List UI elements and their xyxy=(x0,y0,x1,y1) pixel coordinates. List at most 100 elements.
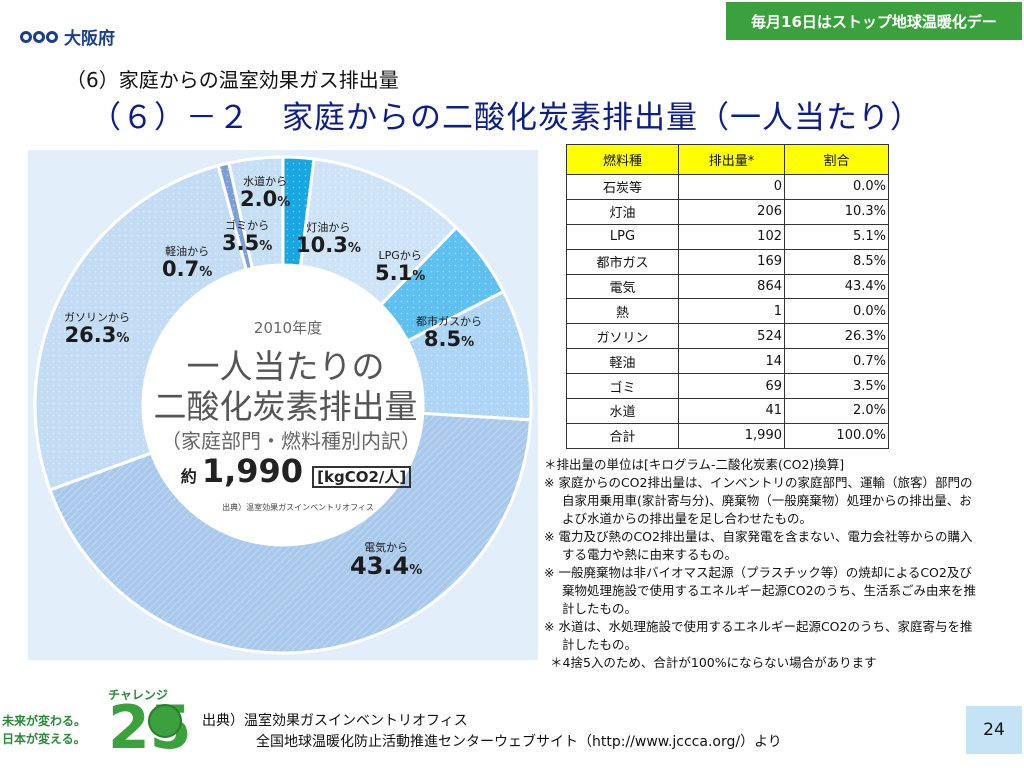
fuel-cell: ガソリン xyxy=(566,323,679,350)
table-row: 熱 1 0.0% xyxy=(566,298,889,325)
fuel-cell: 水道 xyxy=(566,398,679,424)
emission-cell: 102 xyxy=(678,223,785,250)
slice-name: 軽油から xyxy=(165,245,210,258)
total-prefix: 約 xyxy=(180,467,197,486)
donut-chart: 水道から 2.0% 灯油から 10.3% LPGから 5.1% 都市ガスから 8… xyxy=(28,150,538,660)
slice-pct: % xyxy=(409,562,423,578)
fuel-cell: 灯油 xyxy=(566,198,679,225)
emission-cell: 0 xyxy=(678,174,785,200)
slice-value: 26.3 xyxy=(64,322,117,347)
table-row: 石炭等 0 0.0% xyxy=(566,174,889,200)
share-cell: 10.3% xyxy=(784,198,889,225)
slice-name: ゴミから xyxy=(225,219,270,232)
table-row: ゴミ 69 3.5% xyxy=(566,373,889,400)
slice-label-electricity: 電気から 43.4% xyxy=(350,542,422,579)
slice-name: 水道から xyxy=(243,175,288,188)
notes: ＊排出量の単位は[キログラム-二酸化炭素(CO2)換算] ※ 家庭からのCO2排… xyxy=(544,456,984,672)
slice-value: 0.7 xyxy=(162,256,200,281)
slice-value: 3.5 xyxy=(222,230,260,255)
chart-year: 2010年度 xyxy=(253,319,323,337)
page-title: （６）－２ 家庭からの二酸化炭素排出量（一人当たり） xyxy=(90,100,922,136)
emission-table: 燃料種 排出量* 割合 石炭等 0 0.0% 灯油 206 10.3% LPG 102 5.1%… xyxy=(566,144,889,449)
table-row: 合計 1,990 100.0% xyxy=(566,422,889,449)
emission-cell: 14 xyxy=(678,348,785,375)
challenge25-logo: チャレンジ 未来が変わる。 日本が変える。 25 xyxy=(0,684,192,768)
slice-value: 5.1 xyxy=(375,260,413,285)
chart-title-line1: 一人当たりの xyxy=(186,347,385,386)
table-row: 軽油 14 0.7% xyxy=(566,348,889,375)
header-emission: 排出量* xyxy=(678,144,785,175)
share-cell: 3.5% xyxy=(784,373,889,400)
share-cell: 43.4% xyxy=(784,273,889,300)
note-waste: ※ 一般廃棄物は非バイオマス起源（プラスチック等）の焼却によるCO2及び棄物処理… xyxy=(544,565,977,616)
emission-cell: 206 xyxy=(678,198,785,225)
donut-hole xyxy=(144,266,422,544)
chart-subtitle: （家庭部門・燃料種別内訳） xyxy=(161,429,421,453)
table-row: LPG 102 5.1% xyxy=(566,223,889,250)
slice-value: 2.0 xyxy=(240,186,278,211)
share-cell: 5.1% xyxy=(784,223,889,250)
table-row: 電気 864 43.4% xyxy=(566,273,889,300)
fuel-cell: 電気 xyxy=(566,273,679,300)
slice-value: 8.5 xyxy=(423,326,462,351)
share-cell: 26.3% xyxy=(784,323,889,350)
slice-pct: % xyxy=(116,330,130,346)
share-cell: 0.0% xyxy=(784,174,889,200)
share-cell: 0.0% xyxy=(784,298,889,325)
emission-cell: 41 xyxy=(678,398,785,424)
slice-name: 灯油から xyxy=(306,221,351,234)
page-number: 24 xyxy=(966,706,1022,754)
emission-cell: 1 xyxy=(678,298,785,325)
note-electricity: ※ 電力及び熱のCO2排出量は、自家発電を含まない、電力会社等からの購入する電力… xyxy=(544,529,973,562)
slice-value: 10.3 xyxy=(296,232,348,257)
slice-pct: % xyxy=(259,238,273,254)
note-water: ※ 水道は、水処理施設で使用するエネルギー起源CO2のうち、家庭寄与を推計したも… xyxy=(544,619,973,652)
fuel-cell: 熱 xyxy=(566,298,679,325)
table-row: ガソリン 524 26.3% xyxy=(566,323,889,350)
fuel-cell: 軽油 xyxy=(566,348,679,375)
header-share: 割合 xyxy=(784,144,889,175)
table-row: 都市ガス 169 8.5% xyxy=(566,248,889,275)
share-cell: 100.0% xyxy=(784,422,889,449)
slice-name: 電気から xyxy=(364,541,409,554)
challenge-slogan2: 日本が変える。 xyxy=(2,732,86,746)
note-household: ※ 家庭からのCO2排出量は、インベントリの家庭部門、運輸（旅客）部門の自家用乗… xyxy=(544,475,973,526)
slice-pct: % xyxy=(199,264,213,280)
banner: 毎月16日はストップ地球温暖化デー xyxy=(726,2,1022,40)
share-cell: 2.0% xyxy=(784,398,889,424)
chart-title-line2: 二酸化炭素排出量 xyxy=(153,387,418,426)
challenge-word: チャレンジ xyxy=(108,688,168,702)
slice-name: 都市ガスから xyxy=(416,315,482,328)
slice-pct: % xyxy=(277,194,291,210)
footer-source-2: 全国地球温暖化防止活動推進センターウェブサイト（http://www.jccca… xyxy=(256,734,782,750)
emission-cell: 1,990 xyxy=(678,422,785,449)
total-unit: [kgCO2/人] xyxy=(312,466,412,488)
chart-total: 約 1,990 [kgCO2/人] xyxy=(156,452,436,490)
slice-label-water: 水道から 2.0% xyxy=(240,176,290,210)
slice-label-diesel: 軽油から 0.7% xyxy=(162,246,212,280)
slice-label-garbage: ゴミから 3.5% xyxy=(222,220,272,254)
donut-slice-texture-4 xyxy=(49,413,531,653)
slice-pct: % xyxy=(347,240,361,256)
slice-name: LPGから xyxy=(378,249,422,262)
emission-cell: 864 xyxy=(678,273,785,300)
osaka-logo: 大阪府 xyxy=(20,24,115,49)
donut-slice-texture-7 xyxy=(228,157,283,269)
donut-slice-texture-5 xyxy=(34,165,247,490)
donut-slice-texture-3 xyxy=(407,291,531,420)
donut-slice-texture-6 xyxy=(218,162,253,270)
table-header-row: 燃料種 排出量* 割合 xyxy=(566,144,889,175)
globe-icon xyxy=(148,704,182,738)
share-cell: 0.7% xyxy=(784,348,889,375)
fuel-cell: 合計 xyxy=(566,422,679,449)
emission-cell: 524 xyxy=(678,323,785,350)
total-value: 1,990 xyxy=(201,452,304,490)
slice-pct: % xyxy=(461,334,475,350)
fuel-cell: ゴミ xyxy=(566,373,679,400)
fuel-cell: 石炭等 xyxy=(566,174,679,200)
donut-svg xyxy=(33,155,533,655)
page-subtitle: （6）家庭からの温室効果ガス排出量 xyxy=(66,68,399,92)
note-unit: ＊排出量の単位は[キログラム-二酸化炭素(CO2)換算] xyxy=(544,457,845,472)
footer-source-1: 出典）温室効果ガスインベントリオフィス xyxy=(202,713,468,729)
note-rounding: ＊4捨5入のため、合計が100%にならない場合があります xyxy=(550,655,877,670)
